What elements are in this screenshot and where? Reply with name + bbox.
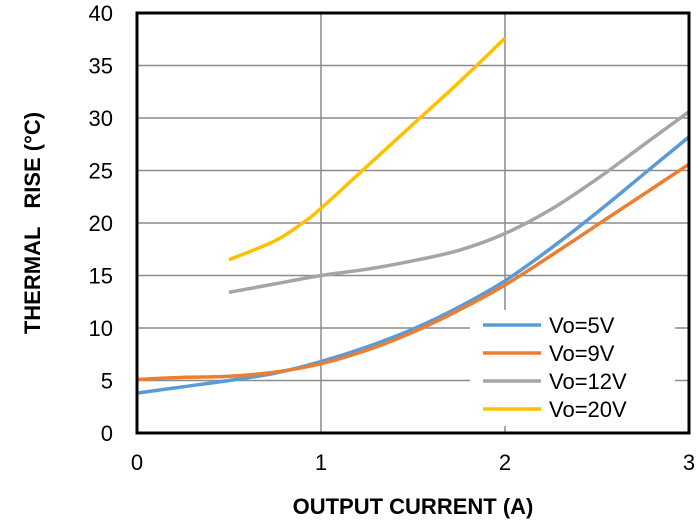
y-tick-label: 40: [89, 1, 113, 26]
y-axis-tick-labels: 0 5 10 15 20 25 30 35 40: [89, 1, 113, 446]
legend-label-vo-20v: Vo=20V: [549, 397, 627, 422]
legend-label-vo-12v: Vo=12V: [549, 369, 627, 394]
x-axis-title: OUTPUT CURRENT (A): [293, 494, 534, 519]
x-tick-label: 0: [131, 450, 143, 475]
y-tick-label: 5: [101, 369, 113, 394]
series-line-vo-12v: [228, 110, 691, 295]
legend-label-vo-9v: Vo=9V: [549, 341, 615, 366]
y-tick-label: 20: [89, 211, 113, 236]
y-tick-label: 10: [89, 316, 113, 341]
x-axis-tick-labels: 0 1 2 3: [131, 450, 695, 475]
y-tick-label: 30: [89, 106, 113, 131]
y-tick-label: 15: [89, 264, 113, 289]
y-axis-title: THERMAL RISE (°C): [20, 112, 45, 334]
series-line-vo-20v: [228, 36, 507, 262]
legend: Vo=5V Vo=9V Vo=12V Vo=20V: [470, 310, 675, 426]
series-lines: [136, 36, 691, 395]
y-tick-label: 35: [89, 54, 113, 79]
y-tick-label: 0: [101, 421, 113, 446]
plot-area-frame: [135, 11, 691, 435]
series-line-vo-5v: [136, 135, 691, 395]
x-tick-label: 2: [499, 450, 511, 475]
series-line-vo-9v: [136, 162, 690, 382]
legend-background: [470, 310, 675, 426]
x-tick-label: 3: [683, 450, 695, 475]
y-tick-label: 25: [89, 159, 113, 184]
x-tick-label: 1: [315, 450, 327, 475]
legend-label-vo-5v: Vo=5V: [549, 313, 615, 338]
